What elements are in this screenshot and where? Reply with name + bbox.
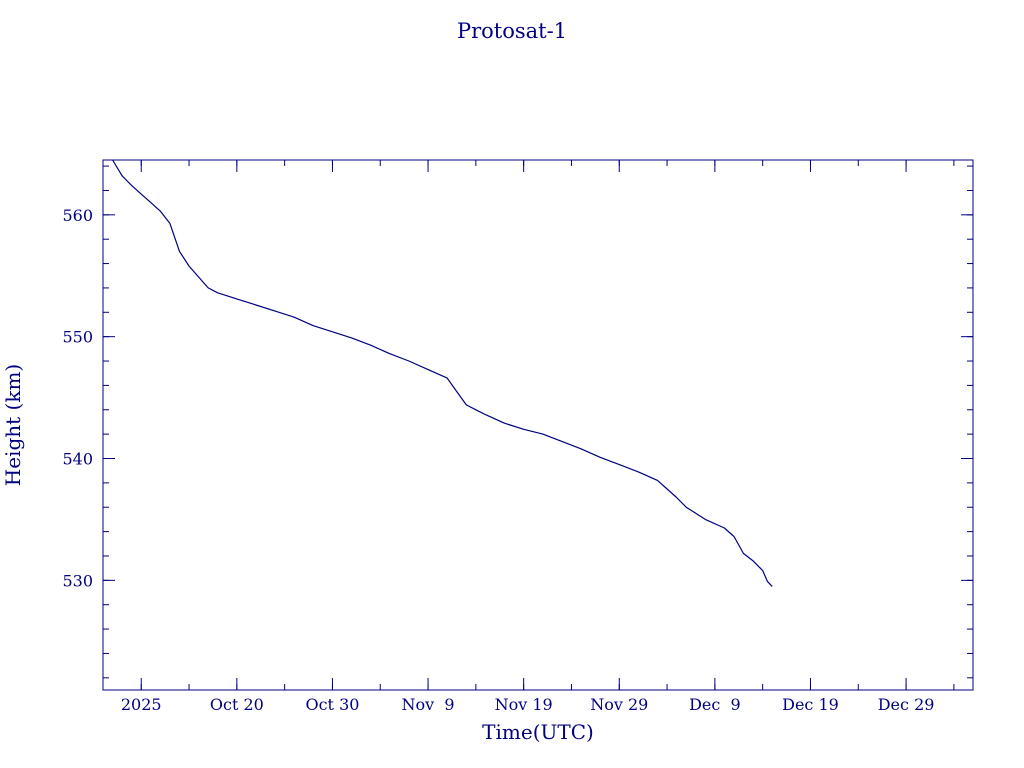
chart-title: Protosat-1 (457, 19, 567, 43)
y-tick-label: 530 (62, 571, 93, 590)
y-tick-label: 560 (62, 206, 93, 225)
ticks-layer: 2025 Oct 20 Oct 30 Nov 9 Nov 19 Nov 29 Dec 9 De… (62, 160, 973, 714)
y-tick-label: 540 (62, 450, 93, 469)
plot-frame (102, 159, 974, 691)
x-tick-label: Nov 19 (495, 695, 553, 714)
y-tick-label: 550 (62, 328, 93, 347)
y-axis-title: Height (km) (1, 364, 25, 486)
x-tick-label: Nov 9 (402, 695, 455, 714)
x-tick-label: Nov 29 (590, 695, 648, 714)
height-series-line (112, 159, 773, 587)
series-layer (112, 159, 773, 587)
x-axis-title: Time(UTC) (482, 720, 594, 744)
x-tick-label: Dec 9 (689, 695, 741, 714)
x-tick-label: Oct 20 (210, 695, 264, 714)
x-tick-label: 2025 (121, 695, 162, 714)
x-tick-label: Oct 30 (305, 695, 359, 714)
x-tick-label: Dec 19 (782, 695, 839, 714)
x-tick-label: Dec 29 (878, 695, 935, 714)
